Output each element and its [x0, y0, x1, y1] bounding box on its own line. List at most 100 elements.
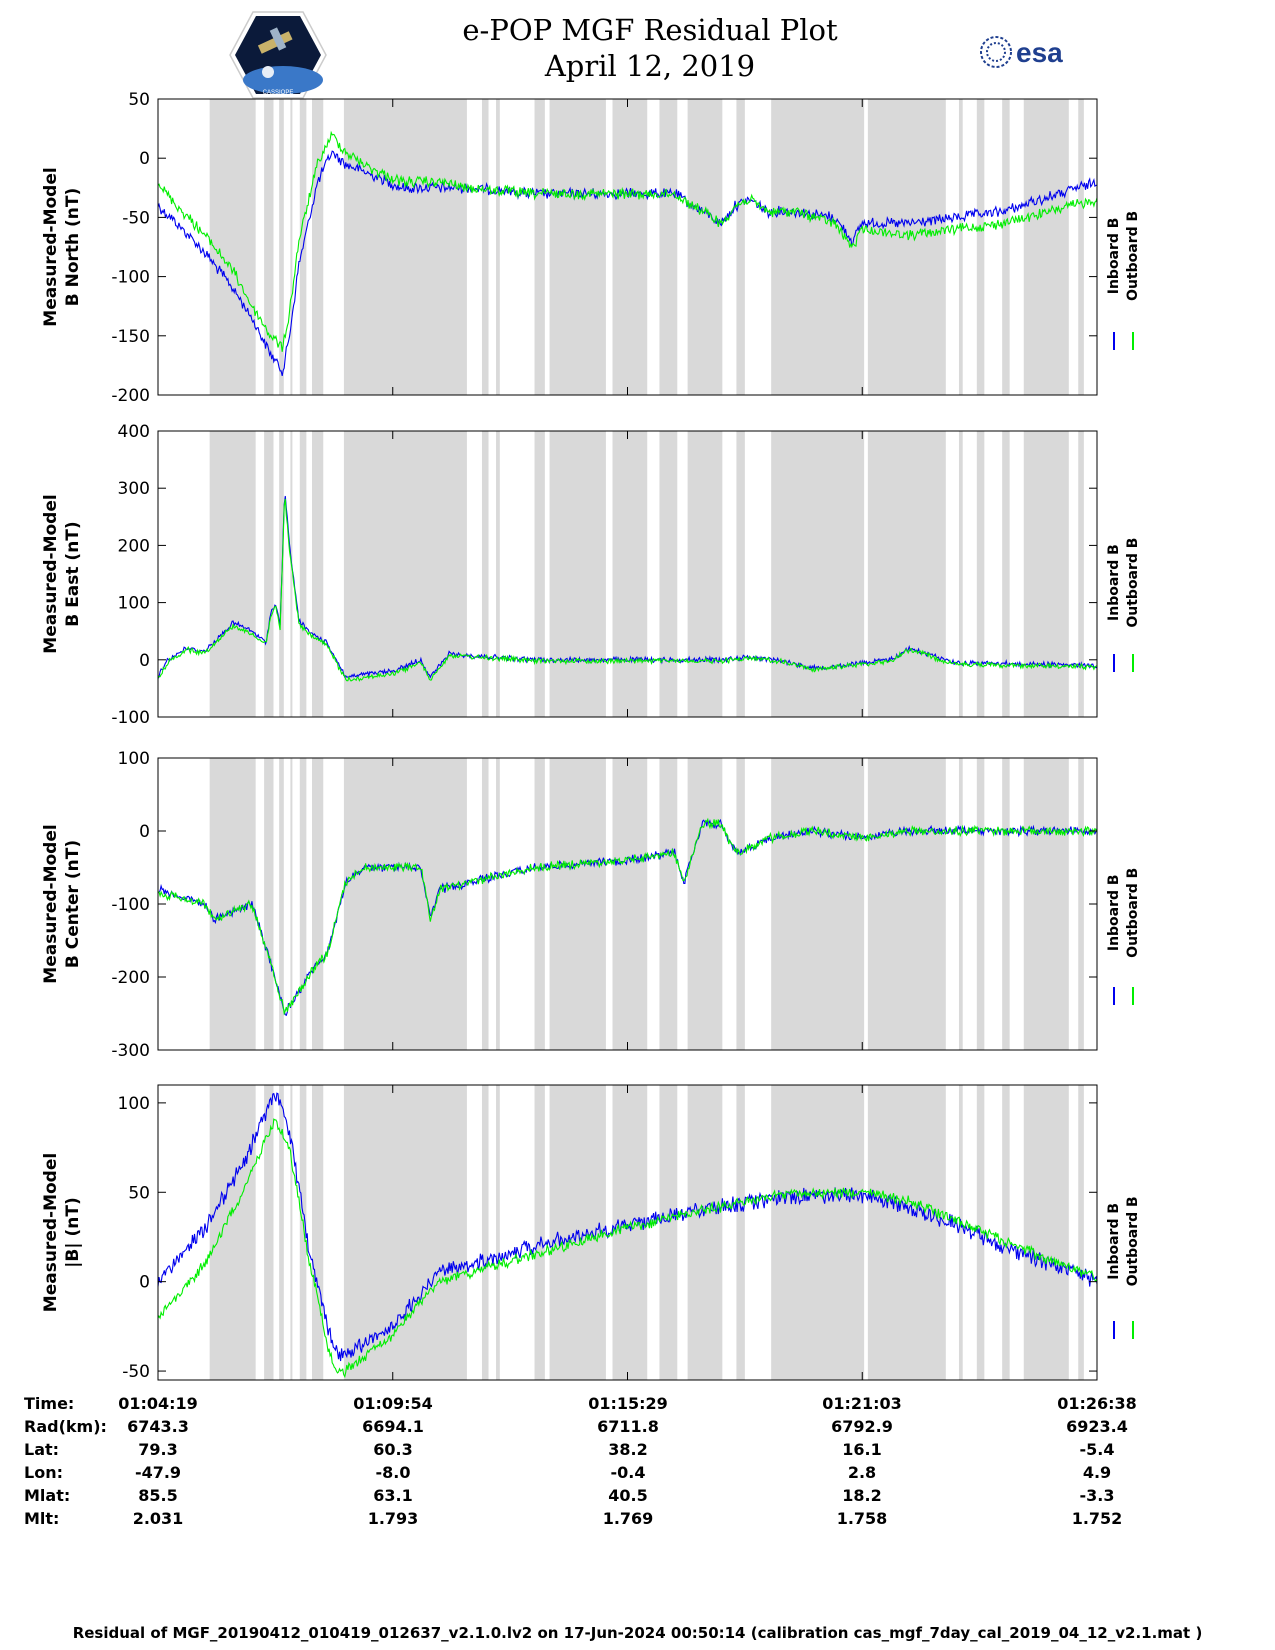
data-gap-band [279, 758, 284, 1050]
data-gap-band [343, 431, 467, 717]
data-gap-band [867, 758, 946, 1050]
data-gap-band [534, 1085, 545, 1380]
data-gap-band [264, 758, 274, 1050]
data-gap-band [209, 99, 256, 395]
panel-3: 100 0 -100 -200 -300 Measured-Model B Center (… [41, 749, 1141, 1061]
data-gap-band [311, 431, 324, 717]
data-gap-band [736, 99, 745, 395]
data-gap-band [534, 99, 545, 395]
y-axis-label: B North (nT) [63, 188, 83, 307]
y-tick-label: 0 [139, 149, 150, 169]
info-cell: 18.2 [842, 1486, 882, 1505]
data-gap-band [612, 758, 648, 1050]
data-gap-band [771, 1085, 865, 1380]
data-gap-band [481, 99, 489, 395]
data-gap-band [481, 1085, 489, 1380]
y-tick-label: -50 [122, 1362, 150, 1382]
data-gap-band [264, 431, 274, 717]
data-gap-band [549, 758, 606, 1050]
info-cell: 6711.8 [597, 1417, 659, 1436]
data-gap-band [496, 758, 500, 1050]
data-gap-band [311, 758, 324, 1050]
data-gap-band [659, 1085, 678, 1380]
data-gap-band [496, 1085, 500, 1380]
y-tick-label: 0 [139, 651, 150, 671]
info-row-label: Mlat: [24, 1486, 71, 1505]
info-cell: -0.4 [610, 1463, 646, 1482]
data-gap-band [209, 431, 256, 717]
data-gap-band [299, 431, 307, 717]
info-row-label: Lon: [24, 1463, 63, 1482]
y-tick-label: -100 [111, 268, 150, 288]
data-gap-band [343, 1085, 467, 1380]
data-gap-band [1002, 431, 1010, 717]
data-gap-band [659, 99, 678, 395]
data-gap-band [209, 758, 256, 1050]
data-gap-band [496, 431, 500, 717]
footer-caption: Residual of MGF_20190412_010419_012637_v… [72, 1624, 1203, 1642]
data-gap-band [771, 99, 865, 395]
y-axis-label: Measured-Model [41, 1153, 61, 1312]
y-tick-label: -150 [111, 327, 150, 347]
legend-inboard-label: Inboard B [1106, 544, 1122, 621]
y-tick-label: 0 [139, 1273, 150, 1293]
data-gap-band [311, 1085, 324, 1380]
data-gap-band [343, 99, 467, 395]
data-gap-band [311, 99, 324, 395]
data-gap-band [290, 758, 293, 1050]
data-gap-band [1078, 758, 1084, 1050]
info-cell: 85.5 [138, 1486, 178, 1505]
data-gap-band [612, 431, 648, 717]
data-gap-band [687, 99, 723, 395]
info-cell: 16.1 [842, 1440, 882, 1459]
legend-inboard-label: Inboard B [1106, 1203, 1122, 1280]
data-gap-band [481, 758, 489, 1050]
info-cell: 40.5 [608, 1486, 648, 1505]
data-gap-band [1023, 1085, 1069, 1380]
data-gap-band [264, 1085, 274, 1380]
info-cell: 1.752 [1071, 1509, 1123, 1528]
data-gap-band [1078, 431, 1084, 717]
series-outboard-line [157, 1118, 1098, 1379]
y-axis-label: B Center (nT) [63, 840, 83, 968]
data-gap-band [481, 431, 489, 717]
y-tick-label: -50 [122, 208, 150, 228]
series-outboard-line [157, 130, 1098, 352]
info-cell: 6743.3 [127, 1417, 189, 1436]
y-tick-label: 50 [128, 90, 150, 110]
y-axis-label: Measured-Model [41, 494, 61, 653]
info-cell: 6694.1 [362, 1417, 424, 1436]
legend-inboard-label: Inboard B [1106, 218, 1122, 295]
residual-plot: 50 0 -50 -100 -150 -200 Measured-Model B North … [41, 90, 1141, 1382]
info-cell: 01:21:03 [822, 1394, 902, 1413]
info-cell: 01:26:38 [1057, 1394, 1137, 1413]
y-tick-label: 200 [118, 536, 150, 556]
legend-outboard-label: Outboard B [1125, 1196, 1141, 1286]
y-tick-label: 400 [118, 422, 150, 442]
info-cell: 01:09:54 [353, 1394, 433, 1413]
data-gap-band [279, 99, 284, 395]
data-gap-band [612, 1085, 648, 1380]
y-axis-label: |B| (nT) [63, 1197, 83, 1268]
info-row-label: Time: [24, 1394, 75, 1413]
data-gap-band [264, 99, 274, 395]
info-row-label: Rad(km): [24, 1417, 107, 1436]
data-gap-band [496, 99, 500, 395]
data-gap-band [867, 1085, 946, 1380]
y-tick-label: -200 [111, 968, 150, 988]
info-cell: -47.9 [134, 1463, 182, 1482]
data-gap-band [771, 758, 865, 1050]
info-cell: 01:04:19 [118, 1394, 198, 1413]
data-gap-band [687, 758, 723, 1050]
y-tick-label: -100 [111, 708, 150, 728]
info-cell: 2.031 [132, 1509, 184, 1528]
y-tick-label: -200 [111, 386, 150, 406]
y-tick-label: -300 [111, 1041, 150, 1061]
data-gap-band [343, 758, 467, 1050]
data-gap-band [290, 1085, 293, 1380]
y-tick-label: 100 [118, 594, 150, 614]
data-gap-band [1078, 99, 1084, 395]
data-gap-band [958, 431, 963, 717]
info-row-label: Lat: [24, 1440, 60, 1459]
data-gap-band [1002, 99, 1010, 395]
